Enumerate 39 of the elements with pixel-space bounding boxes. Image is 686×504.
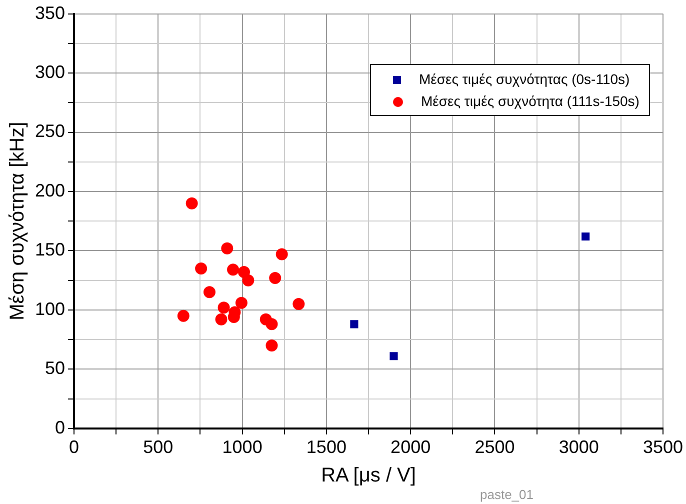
- point: [203, 286, 216, 298]
- text: paste_01: [480, 487, 534, 502]
- x-tick-label: 500: [143, 437, 174, 458]
- point: [186, 197, 198, 210]
- point: [350, 320, 358, 328]
- y-tick-label: 150: [34, 240, 66, 260]
- y-tick-label: 200: [34, 180, 66, 200]
- point: [218, 302, 230, 314]
- y-tick-label: 50: [45, 358, 66, 378]
- legend-label: Μέσες τιμές συχνότητα (111s-150s): [420, 92, 640, 109]
- y-tick-label: 300: [34, 62, 66, 82]
- point: [276, 248, 288, 260]
- x-axis-title: RA [μs / V]: [321, 464, 416, 487]
- point: [195, 262, 208, 274]
- point: [269, 272, 282, 284]
- point: [227, 264, 240, 276]
- x-tick-label: 1000: [222, 437, 262, 458]
- x-tick-label: 1500: [306, 437, 346, 458]
- point: [582, 232, 590, 241]
- point: [266, 339, 278, 352]
- point: [221, 242, 234, 254]
- legend-label: Μέσες τιμές συχνότητας (0s-110s): [418, 70, 630, 87]
- point: [266, 318, 278, 330]
- x-tick-label: 2000: [390, 437, 431, 458]
- point: [390, 352, 398, 360]
- y-tick-label: 350: [34, 2, 66, 23]
- y-tick-label: 250: [34, 121, 66, 142]
- point: [292, 298, 305, 310]
- x-tick-label: 3000: [558, 437, 599, 458]
- y-tick-label: 0: [55, 417, 66, 438]
- x-tick-label: 0: [69, 437, 80, 458]
- point: [242, 274, 254, 286]
- point: [235, 296, 248, 309]
- x-tick-label: 2500: [474, 437, 515, 458]
- point: [215, 313, 228, 326]
- x-tick-label: 3500: [642, 437, 683, 458]
- y-tick-label: 100: [34, 298, 66, 319]
- point: [177, 310, 190, 322]
- y-axis-title: Μέση συχνότητα [kHz]: [6, 122, 29, 320]
